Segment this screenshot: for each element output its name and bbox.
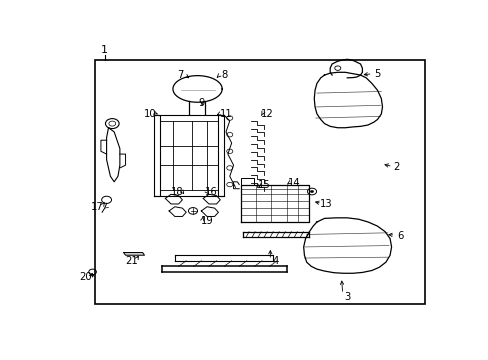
Text: 5: 5 bbox=[374, 69, 380, 79]
Text: 6: 6 bbox=[396, 231, 403, 241]
Text: 21: 21 bbox=[124, 256, 137, 266]
Text: 18: 18 bbox=[170, 186, 183, 197]
Text: 7: 7 bbox=[177, 70, 183, 80]
Text: 1: 1 bbox=[101, 45, 108, 55]
Text: 15: 15 bbox=[257, 180, 270, 190]
Text: 9: 9 bbox=[198, 98, 204, 108]
Text: 20: 20 bbox=[79, 273, 92, 283]
Text: 2: 2 bbox=[392, 162, 399, 172]
Text: 11: 11 bbox=[219, 109, 232, 119]
Circle shape bbox=[309, 190, 313, 193]
Text: 13: 13 bbox=[320, 199, 332, 209]
Text: 8: 8 bbox=[221, 70, 227, 80]
Text: 19: 19 bbox=[200, 216, 213, 226]
Text: 16: 16 bbox=[204, 186, 217, 197]
Text: 12: 12 bbox=[261, 109, 273, 119]
Text: 4: 4 bbox=[271, 256, 278, 266]
Text: 14: 14 bbox=[287, 178, 300, 188]
Text: 3: 3 bbox=[344, 292, 350, 302]
Text: 10: 10 bbox=[143, 109, 156, 119]
Text: 17: 17 bbox=[91, 202, 103, 212]
Bar bbox=[95, 60, 424, 304]
